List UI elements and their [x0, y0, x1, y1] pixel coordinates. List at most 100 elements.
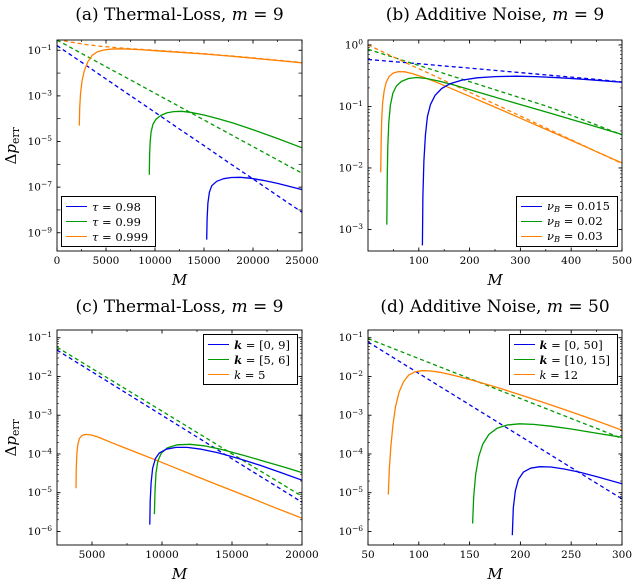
- panel-c-ylabel: Δperr: [2, 418, 22, 456]
- legend-line-green: [66, 221, 87, 222]
- series-a-tau-0.999-solid: [78, 48, 302, 126]
- series-c-k-0-9-dashed: [57, 349, 302, 503]
- x-tick-label: 200: [510, 549, 530, 561]
- legend-label: k = [0, 50]: [539, 337, 603, 352]
- y-tick-label: 10−1: [28, 330, 52, 344]
- series-b-nuB-0.015-solid: [421, 75, 622, 246]
- panel-c-plot: 5000 10000 15000 20000 10−1 10−2 10−3 10−4 10−5 1…: [28, 329, 319, 561]
- legend-label: νB = 0.03: [547, 228, 603, 245]
- legend-line-green: [521, 221, 543, 222]
- panel-b-xlabel: M: [487, 271, 503, 289]
- y-tick-label: 10−6: [28, 524, 53, 538]
- panel-d-title: (d) Additive Noise, m = 50: [380, 297, 610, 317]
- series-b-nuB-0.03-dashed: [368, 44, 622, 165]
- panel-c-legend: k = [0, 9] k = [5, 6] k = 5: [203, 334, 298, 385]
- series-c-k-5-solid: [75, 433, 302, 519]
- series-c-k-5-6-dashed: [57, 346, 302, 497]
- x-tick-label: 5000: [79, 549, 106, 561]
- x-tick-label: 20000: [285, 549, 318, 561]
- panel-d: 50 100 150 200 250 300 10−1 10−2 10−3 10−4 10−5 10−…: [320, 292, 640, 583]
- y-tick-label: 10−3: [28, 408, 53, 422]
- x-tick-label: 200: [460, 255, 480, 267]
- legend-item: k = 5: [208, 367, 290, 382]
- y-tick-label: 10−3: [28, 88, 53, 102]
- panel-a-ylabel: Δperr: [2, 126, 22, 164]
- y-tick-label: 10−7: [28, 180, 53, 194]
- panel-d-plot: 50 100 150 200 250 300 10−1 10−2 10−3 10−4 10−5 10−…: [339, 329, 632, 561]
- legend-item: τ = 0.99: [66, 214, 148, 229]
- legend-label: τ = 0.999: [92, 229, 149, 244]
- y-tick-label: 10−5: [28, 134, 53, 148]
- legend-label: k = 12: [539, 367, 579, 382]
- legend-item: νB = 0.015: [521, 199, 610, 214]
- panel-b-title: (b) Additive Noise, m = 9: [385, 5, 605, 25]
- panel-b: 100 200 300 400 500 100 10−1 10−2 10−3 (b) Addit…: [320, 0, 640, 291]
- series-b-nuB-0.02-dashed: [368, 48, 622, 136]
- y-tick-label: 10−4: [28, 446, 53, 460]
- panel-b-legend: νB = 0.015 νB = 0.02 νB = 0.03: [516, 196, 618, 247]
- legend-item: k = 12: [513, 367, 610, 382]
- y-tick-label: 10−5: [339, 485, 364, 499]
- legend-item: τ = 0.999: [66, 229, 148, 244]
- y-tick-label: 10−1: [28, 43, 52, 57]
- legend-line-blue: [521, 206, 543, 207]
- series-d-k-10-15-dashed: [368, 337, 622, 440]
- x-tick-label: 500: [612, 255, 632, 267]
- legend-item: νB = 0.02: [521, 214, 610, 229]
- series-b-nuB-0.03-solid: [380, 70, 622, 173]
- x-tick-label: 300: [612, 549, 632, 561]
- series-c-k-5-6-solid: [153, 443, 302, 515]
- legend-line-blue: [513, 344, 535, 345]
- series-d-k-10-15-solid: [471, 423, 622, 524]
- legend-label: k = [5, 6]: [234, 352, 290, 367]
- legend-item: k = [0, 9]: [208, 337, 290, 352]
- x-tick-label: 50: [361, 549, 374, 561]
- y-tick-label: 10−2: [339, 369, 364, 383]
- y-tick-label: 10−1: [339, 99, 363, 113]
- x-tick-label: 150: [460, 549, 480, 561]
- panel-d-legend: k = [0, 50] k = [10, 15] k = 12: [508, 334, 618, 385]
- y-tick-label: 10−3: [339, 222, 364, 236]
- legend-item: νB = 0.03: [521, 229, 610, 244]
- x-tick-label: 10000: [145, 549, 178, 561]
- series-d-k-0-50-solid: [511, 466, 622, 536]
- legend-line-green: [208, 359, 230, 360]
- x-tick-label: 5000: [93, 255, 120, 267]
- panel-b-plot: 100 200 300 400 500 100 10−1 10−2 10−3: [339, 37, 632, 267]
- x-tick-label: 0: [54, 255, 61, 267]
- legend-label: k = [10, 15]: [539, 352, 610, 367]
- y-tick-label: 10−1: [339, 330, 363, 344]
- series-b-nuB-0.02-solid: [386, 76, 622, 225]
- y-tick-label: 10−4: [339, 446, 364, 460]
- y-tick-label: 10−2: [339, 160, 364, 174]
- y-tick-label: 10−2: [28, 369, 53, 383]
- legend-line-green: [513, 359, 535, 360]
- legend-line-orange: [66, 236, 87, 237]
- panel-a-xlabel: M: [171, 271, 188, 289]
- legend-label: k = [0, 9]: [234, 337, 290, 352]
- legend-item: k = [5, 6]: [208, 352, 290, 367]
- y-tick-label: 10−3: [339, 408, 364, 422]
- series-c-k-0-9-solid: [149, 446, 302, 525]
- x-tick-label: 100: [409, 255, 429, 267]
- x-tick-label: 25000: [285, 255, 318, 267]
- legend-item: k = [0, 50]: [513, 337, 610, 352]
- legend-label: k = 5: [234, 367, 266, 382]
- x-tick-label: 250: [561, 549, 581, 561]
- legend-item: k = [10, 15]: [513, 352, 610, 367]
- legend-line-orange: [521, 236, 543, 237]
- legend-label: τ = 0.98: [92, 199, 141, 214]
- panel-c: 5000 10000 15000 20000 10−1 10−2 10−3 10−4 10−5 1…: [0, 292, 320, 583]
- panel-d-xlabel: M: [487, 565, 503, 583]
- legend-line-blue: [66, 206, 87, 207]
- panel-a-legend: τ = 0.98 τ = 0.99 τ = 0.999: [61, 196, 157, 247]
- series-a-tau-0.99-dashed: [57, 40, 302, 174]
- legend-label: τ = 0.99: [92, 214, 141, 229]
- y-tick-label: 10−6: [339, 524, 364, 538]
- panel-c-xlabel: M: [171, 565, 188, 583]
- legend-label: νB = 0.015: [547, 198, 610, 215]
- x-tick-label: 10000: [138, 255, 171, 267]
- legend-line-blue: [208, 344, 230, 345]
- panel-a-title: (a) Thermal-Loss, m = 9: [75, 5, 284, 25]
